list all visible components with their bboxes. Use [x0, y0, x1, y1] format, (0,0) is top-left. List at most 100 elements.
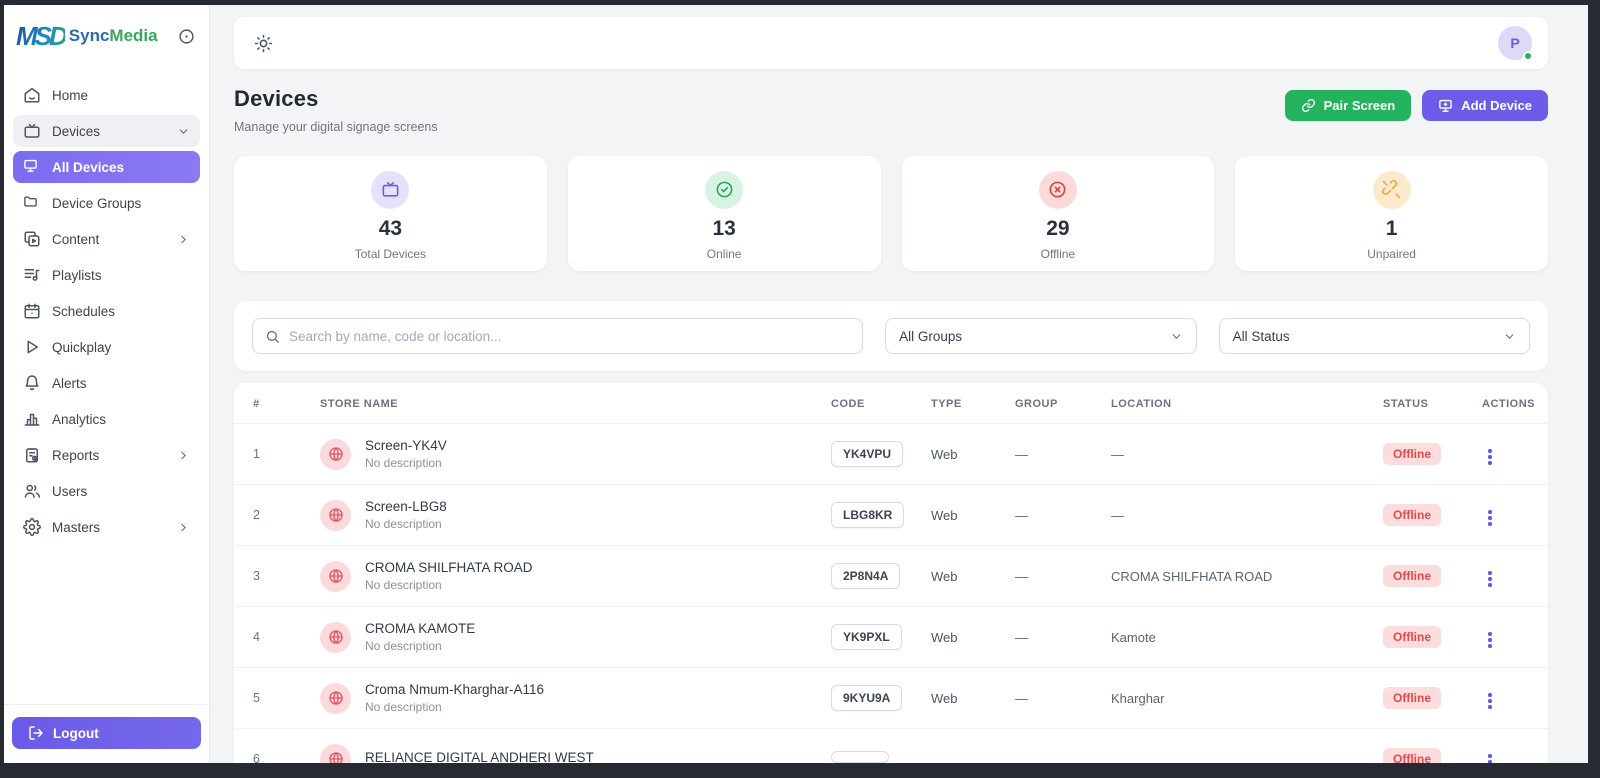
report-icon	[23, 446, 41, 464]
table-row[interactable]: 3 CROMA SHILFHATA ROAD No description 2P8…	[234, 545, 1548, 607]
page-header: Devices Manage your digital signage scre…	[234, 86, 1548, 134]
sidebar-item-label: Alerts	[52, 375, 87, 391]
sidebar-item-all-devices[interactable]: All Devices	[13, 151, 200, 183]
store-description: No description	[365, 700, 442, 714]
users-icon	[23, 482, 41, 500]
table-header-row: # STORE NAME CODE TYPE GROUP LOCATION ST…	[234, 383, 1548, 424]
device-code-chip	[831, 751, 889, 763]
row-actions-menu-icon[interactable]	[1482, 506, 1498, 530]
sidebar-item-label: Quickplay	[52, 339, 112, 355]
col-code: CODE	[831, 383, 931, 424]
chevron-right-icon	[177, 449, 190, 462]
playlist-icon	[23, 266, 41, 284]
col-store-name: STORE NAME	[320, 383, 831, 424]
col-index: #	[234, 383, 320, 424]
play-icon	[23, 338, 41, 356]
gear-icon	[23, 518, 41, 536]
sidebar-collapse-icon[interactable]	[178, 28, 195, 45]
sidebar-footer: Logout	[4, 704, 209, 763]
sidebar-item-masters[interactable]: Masters	[13, 511, 200, 543]
group-filter-select[interactable]: All Groups	[885, 318, 1197, 354]
bar-chart-icon	[23, 410, 41, 428]
pair-screen-button[interactable]: Pair Screen	[1284, 90, 1412, 121]
add-device-button[interactable]: Add Device	[1422, 90, 1548, 121]
monitor-icon	[23, 158, 41, 176]
theme-toggle-sun-icon[interactable]	[254, 34, 273, 53]
user-avatar[interactable]: P	[1498, 26, 1533, 61]
store-name: CROMA KAMOTE	[365, 621, 476, 636]
sidebar-item-quickplay[interactable]: Quickplay	[13, 331, 200, 363]
stat-label: Online	[706, 246, 742, 261]
logout-button[interactable]: Logout	[12, 717, 201, 749]
sidebar-item-alerts[interactable]: Alerts	[13, 367, 200, 399]
stat-card-unpaired: 1 Unpaired	[1235, 156, 1548, 271]
sidebar-item-label: Playlists	[52, 267, 102, 283]
status-filter-value: All Status	[1232, 328, 1290, 344]
store-name: Screen-YK4V	[365, 438, 447, 453]
store-description: No description	[365, 578, 442, 592]
table-row[interactable]: 5 Croma Nmum-Kharghar-A116 No description…	[234, 667, 1548, 729]
row-actions-menu-icon[interactable]	[1482, 445, 1498, 469]
sidebar-item-reports[interactable]: Reports	[13, 439, 200, 471]
chevron-down-icon	[1503, 330, 1516, 343]
store-name: Screen-LBG8	[365, 499, 447, 514]
sidebar-item-playlists[interactable]: Playlists	[13, 259, 200, 291]
row-actions-menu-icon[interactable]	[1482, 567, 1498, 591]
globe-icon	[320, 682, 351, 714]
row-actions-menu-icon[interactable]	[1482, 689, 1498, 713]
sidebar-item-content[interactable]: Content	[13, 223, 200, 255]
page-subtitle: Manage your digital signage screens	[234, 120, 438, 134]
device-code-chip: YK9PXL	[831, 624, 902, 650]
col-status: STATUS	[1383, 383, 1482, 424]
chevron-down-icon	[177, 125, 190, 138]
device-code-chip: YK4VPU	[831, 441, 904, 467]
folder-icon	[23, 194, 41, 212]
tv-icon	[23, 122, 41, 140]
store-description: No description	[365, 517, 442, 531]
sidebar-item-label: All Devices	[52, 159, 125, 175]
chevron-down-icon	[1170, 330, 1183, 343]
store-name: CROMA SHILFHATA ROAD	[365, 560, 533, 575]
table-row[interactable]: 6 RELIANCE DIGITAL ANDHERI WEST Offline	[234, 728, 1548, 763]
devices-table-card: # STORE NAME CODE TYPE GROUP LOCATION ST…	[234, 383, 1548, 763]
sidebar-item-label: Users	[52, 483, 88, 499]
search-input[interactable]	[289, 328, 851, 344]
table-row[interactable]: 2 Screen-LBG8 No description LBG8KR Web —…	[234, 484, 1548, 546]
topbar: P	[234, 17, 1548, 69]
sidebar-item-device-groups[interactable]: Device Groups	[13, 187, 200, 219]
sidebar-item-schedules[interactable]: Schedules	[13, 295, 200, 327]
row-actions-menu-icon[interactable]	[1482, 628, 1498, 652]
sidebar-item-devices[interactable]: Devices	[13, 115, 200, 147]
status-filter-select[interactable]: All Status	[1218, 318, 1530, 354]
globe-icon	[320, 621, 351, 653]
store-name: Croma Nmum-Kharghar-A116	[365, 682, 545, 697]
sidebar-item-home[interactable]: Home	[13, 79, 200, 111]
stat-label: Unpaired	[1367, 246, 1416, 261]
content-icon	[23, 230, 41, 248]
row-actions-menu-icon[interactable]	[1482, 750, 1498, 763]
device-code-chip: LBG8KR	[831, 502, 905, 528]
tv-icon	[371, 170, 410, 209]
table-row[interactable]: 1 Screen-YK4V No description YK4VPU Web —…	[234, 423, 1548, 485]
filter-bar: All Groups All Status	[234, 301, 1548, 371]
stats-cards: 43 Total Devices 13 Online 29 Offline	[234, 156, 1548, 271]
stat-value: 1	[1385, 216, 1398, 240]
search-box	[252, 318, 864, 354]
stat-card-total-devices: 43 Total Devices	[234, 156, 547, 271]
globe-icon	[320, 438, 351, 470]
sidebar-item-analytics[interactable]: Analytics	[13, 403, 200, 435]
status-badge: Offline	[1383, 565, 1441, 587]
calendar-icon	[23, 302, 41, 320]
sidebar-item-users[interactable]: Users	[13, 475, 200, 507]
sidebar-item-label: Masters	[52, 519, 101, 535]
table-row[interactable]: 4 CROMA KAMOTE No description YK9PXL Web …	[234, 606, 1548, 668]
app-window: MSD SyncMedia Home Devices All Devices	[4, 5, 1588, 763]
col-actions: ACTIONS	[1482, 383, 1548, 424]
stat-value: 43	[378, 216, 403, 240]
home-icon	[23, 86, 41, 104]
stat-value: 13	[712, 216, 736, 240]
search-icon	[266, 330, 279, 343]
sidebar-item-label: Schedules	[52, 303, 116, 319]
brand-name: SyncMedia	[68, 26, 158, 45]
page-title: Devices	[234, 86, 319, 111]
